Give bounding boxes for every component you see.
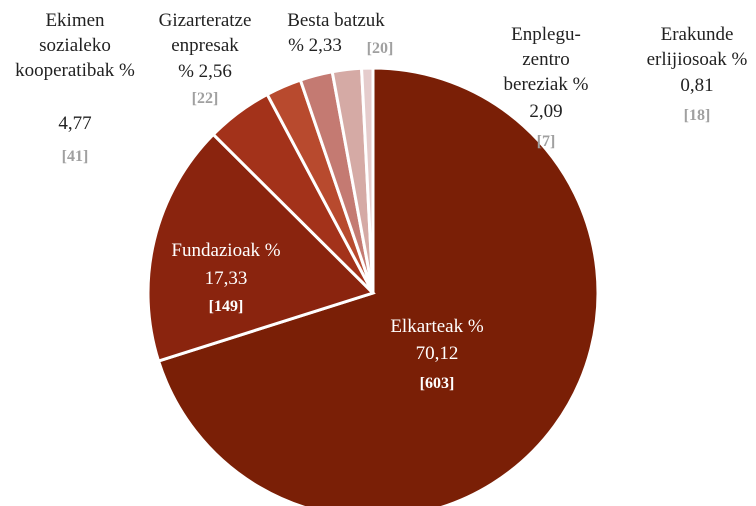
pie-slice — [359, 66, 375, 294]
value-label: 70,12 — [415, 343, 459, 364]
count-label: [603] — [419, 375, 455, 392]
value-label: % 2,56 — [178, 61, 232, 82]
slice-label: Gizarteratze enpresak — [158, 10, 252, 56]
pie-slice — [156, 66, 600, 506]
value-label: 0,81 — [680, 75, 714, 96]
count-label: [7] — [536, 133, 556, 150]
slice-label: Erakunde erlijiosoak % — [646, 24, 748, 70]
count-label: [149] — [208, 298, 244, 315]
count-label: [20] — [366, 40, 394, 57]
slice-label: Besta batzuk — [287, 10, 385, 31]
slice-label: Enplegu-zentro bereziak % — [503, 24, 589, 95]
count-label: [41] — [61, 148, 89, 165]
value-label: 2,09 — [529, 101, 563, 122]
slice-label: Fundazioak % — [171, 240, 281, 261]
slice-label: Ekimen sozialeko kooperatibak % — [15, 10, 135, 81]
count-label: [22] — [191, 90, 219, 107]
count-label: [18] — [683, 107, 711, 124]
slice-label: Elkarteak % — [390, 316, 484, 337]
value-label: 4,77 — [58, 113, 92, 134]
value-label: 17,33 — [204, 268, 248, 289]
value-label: % 2,33 — [288, 35, 342, 56]
pie-slice — [146, 132, 376, 363]
